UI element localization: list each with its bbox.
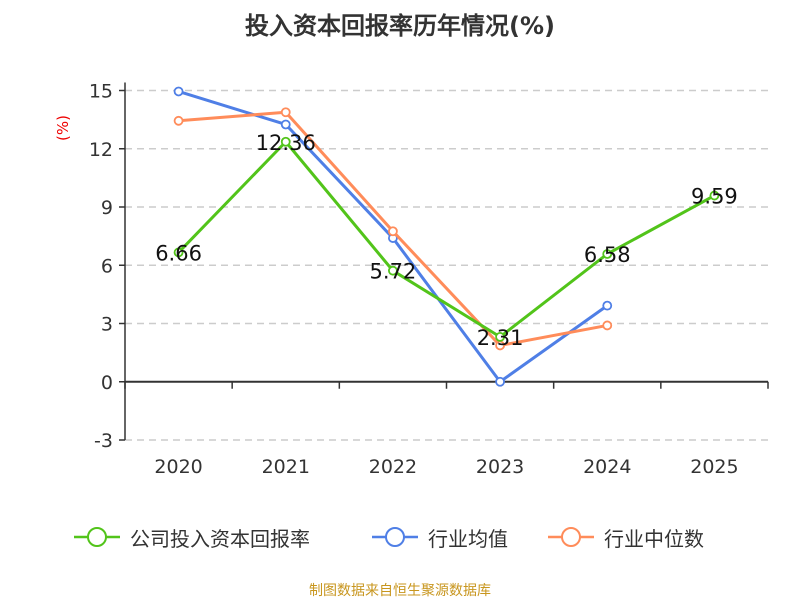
data-point: [709, 190, 720, 201]
legend-item-industry-median[interactable]: 行业中位数: [546, 522, 704, 552]
data-label: 12.36: [256, 131, 316, 155]
y-tick-label: 3: [101, 314, 113, 336]
legend-label: 行业中位数: [604, 526, 704, 551]
data-point: [602, 300, 613, 311]
x-tick-label: 2022: [369, 456, 417, 478]
data-point: [495, 376, 505, 387]
data-point: [495, 331, 505, 342]
data-label: 2.31: [477, 326, 524, 350]
data-point: [388, 226, 398, 237]
x-tick-label: 2021: [262, 456, 310, 478]
x-tick-label: 2024: [583, 456, 631, 478]
legend-label: 行业均值: [428, 526, 508, 551]
data-label: 5.72: [370, 260, 417, 284]
chart-title: 投入资本回报率历年情况(%): [245, 12, 555, 40]
legend-item-company[interactable]: 公司投入资本回报率: [72, 522, 310, 552]
y-tick-label: 15: [89, 81, 113, 103]
data-point: [173, 86, 184, 97]
legend-label: 公司投入资本回报率: [130, 526, 310, 551]
data-point: [388, 265, 398, 276]
y-tick-label: 0: [101, 372, 113, 394]
legend-marker-company: [74, 527, 120, 547]
data-point: [280, 119, 291, 130]
x-tick-label: 2025: [690, 456, 738, 478]
data-label: 6.66: [155, 241, 202, 265]
data-label: 6.58: [584, 243, 631, 267]
x-tick-label: 2023: [476, 456, 524, 478]
y-axis-label: (%): [54, 115, 72, 141]
legend-marker-mean: [372, 527, 418, 547]
data-point: [280, 136, 291, 147]
data-point: [602, 320, 613, 331]
y-tick-label: 6: [101, 255, 113, 277]
series-line-0: [177, 140, 716, 339]
data-point: [280, 107, 291, 118]
source-note: 制图数据来自恒生聚源数据库: [309, 583, 491, 599]
data-point: [173, 247, 184, 258]
y-tick-label: -3: [94, 430, 113, 452]
legend-marker-median: [548, 527, 594, 547]
legend-item-industry-mean[interactable]: 行业均值: [370, 522, 508, 552]
x-tick-label: 2020: [154, 456, 202, 478]
y-tick-label: 12: [89, 139, 113, 161]
y-tick-label: 9: [101, 197, 113, 219]
data-label: 9.59: [691, 185, 738, 209]
data-point: [602, 249, 613, 259]
data-point: [173, 115, 184, 126]
